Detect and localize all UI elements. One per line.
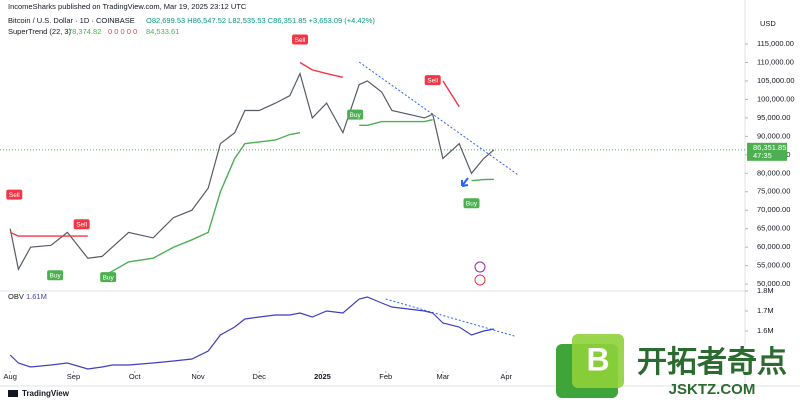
countdown: 47:35 (753, 151, 772, 160)
y-tick-label: 55,000.00 (757, 261, 790, 270)
signal-box (6, 189, 23, 200)
y-tick-label: 100,000.00 (757, 94, 795, 103)
trendline (358, 61, 519, 176)
y-tick-label: 70,000.00 (757, 205, 790, 214)
signal-label: Buy (103, 274, 115, 281)
svg-text:B: B (586, 341, 609, 377)
x-tick-label: Aug (4, 372, 17, 381)
signal-box (424, 75, 441, 86)
signal-box (347, 109, 364, 120)
watermark-logo: B (556, 334, 624, 398)
signal-box (463, 198, 480, 209)
watermark: 开拓者奇点 (637, 346, 787, 379)
arrow (461, 177, 469, 187)
x-tick-label: Nov (191, 372, 205, 381)
price-tag-label: 86,351.85 (753, 143, 786, 152)
icon (474, 261, 486, 273)
y-tick-label: 110,000.00 (757, 57, 794, 66)
price-tag (747, 142, 787, 161)
y-tick-label: 105,000.00 (757, 76, 795, 85)
y-tick-label: 95,000.00 (757, 113, 790, 122)
indicator-value: 84,533.61 (146, 27, 179, 36)
icon (474, 274, 486, 286)
x-tick-label: Dec (253, 372, 267, 381)
x-tick-label: Oct (129, 372, 142, 381)
signal-label: Sell (295, 37, 306, 44)
signal-box (100, 272, 117, 283)
indicator-value: 0 0 0 0 0 (108, 27, 137, 36)
brand: TradingView (22, 389, 70, 398)
signal-label: Buy (350, 112, 362, 119)
x-tick-label: 2025 (314, 372, 331, 381)
watermark-url: JSKTZ.COM (669, 381, 756, 398)
signal-label: Sell (427, 77, 438, 84)
y-tick-label: 65,000.00 (757, 224, 790, 233)
signal-label: Buy (466, 201, 478, 208)
y-tick-label: 1.8M (757, 286, 774, 295)
y-tick-label: 115,000.00 (757, 39, 794, 48)
signal-label: Sell (9, 192, 20, 199)
x-tick-label: Mar (436, 372, 449, 381)
signal-box (47, 270, 64, 281)
obv-title: OBV (8, 292, 24, 301)
signal-box (292, 34, 309, 45)
y-tick-label: 75,000.00 (757, 187, 790, 196)
signal-label: Sell (76, 221, 87, 228)
y-tick-label: 90,000.00 (757, 131, 790, 140)
x-tick-label: Feb (379, 372, 392, 381)
indicator-value: 78,374.82 (68, 27, 101, 36)
brand-logo (8, 390, 18, 397)
series-line (101, 119, 494, 278)
x-tick-label: Apr (500, 372, 512, 381)
series-line (9, 61, 460, 237)
publisher: IncomeSharks published on TradingView.co… (8, 2, 247, 11)
y-tick-label: 1.7M (757, 306, 774, 315)
y-tick-label: 80,000.00 (757, 168, 790, 177)
symbol: Bitcoin / U.S. Dollar · 1D · COINBASE (8, 16, 135, 25)
indicator: SuperTrend (22, 3) (8, 27, 72, 36)
y-tick-label: 60,000.00 (757, 242, 790, 251)
currency: USD (760, 19, 776, 28)
y-tick-label: 1.6M (757, 326, 774, 335)
obv-value: 1.61M (26, 292, 47, 301)
signal-box (73, 219, 90, 230)
series-line (9, 71, 495, 272)
ohlc: O82,699.53 H86,547.52 L82,535.53 C86,351… (146, 16, 375, 25)
signal-label: Buy (50, 273, 62, 280)
x-tick-label: Sep (67, 372, 80, 381)
series-line (9, 296, 495, 370)
y-tick-label: 50,000.00 (757, 279, 790, 288)
